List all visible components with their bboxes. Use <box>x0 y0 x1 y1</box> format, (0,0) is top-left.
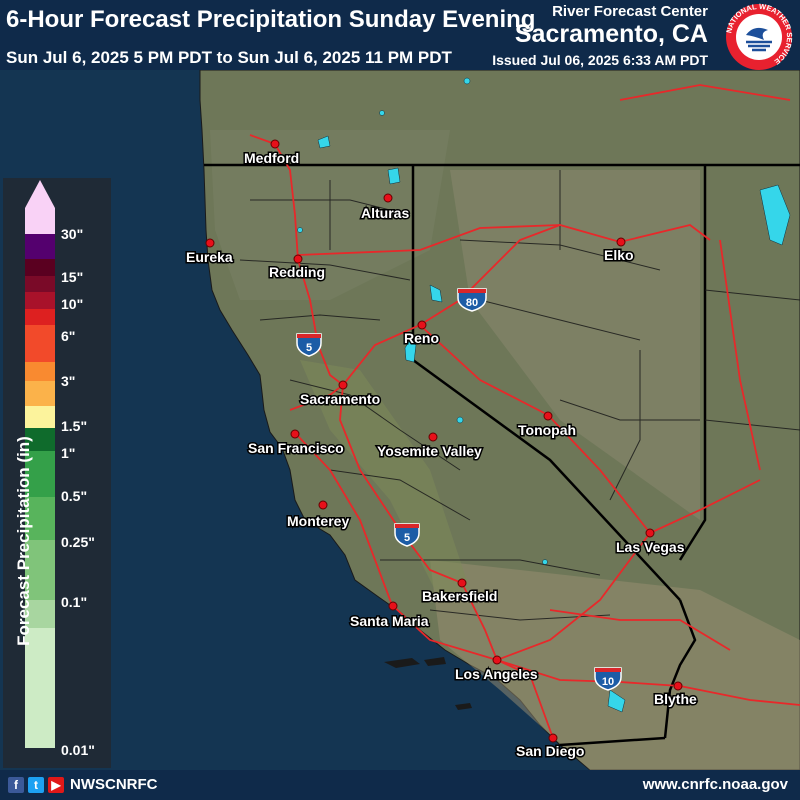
interstate-5-south-shield: 5 <box>394 523 420 547</box>
legend-swatch-red <box>25 309 55 325</box>
city-label-redding: Redding <box>269 264 325 280</box>
city-san-francisco[interactable]: San Francisco <box>247 429 345 458</box>
social-handle[interactable]: NWSCNRFC <box>70 776 158 793</box>
legend-swatch-orange-red <box>25 325 55 362</box>
land-nevada-shade <box>450 170 700 520</box>
city-medford[interactable]: Medford <box>243 139 301 168</box>
city-elko[interactable]: Elko <box>603 237 635 265</box>
city-label-san-francisco: San Francisco <box>248 440 344 456</box>
land-valley-shade <box>300 360 470 600</box>
city-reno[interactable]: Reno <box>403 320 441 348</box>
legend-swatch-dark-green <box>25 428 55 451</box>
city-label-alturas: Alturas <box>361 205 409 221</box>
legend-swatch-top-arrow <box>25 208 55 234</box>
legend-label: 30" <box>61 226 84 242</box>
legend-swatch-yellow <box>25 406 55 428</box>
facebook-icon[interactable]: f <box>8 777 24 793</box>
interstate-80-label: 80 <box>466 297 478 309</box>
city-alturas[interactable]: Alturas <box>360 193 411 223</box>
city-label-tonopah: Tonopah <box>518 422 576 438</box>
legend-swatch-pale-green <box>25 600 55 628</box>
rfc-office-name: Sacramento, CA <box>514 20 708 48</box>
city-label-blythe: Blythe <box>654 691 697 707</box>
nws-logo[interactable]: NATIONAL WEATHER SERVICE <box>724 2 794 72</box>
city-redding[interactable]: Redding <box>268 254 327 282</box>
legend-label: 0.01" <box>61 742 95 758</box>
city-sacramento[interactable]: Sacramento <box>299 380 382 409</box>
city-los-angeles[interactable]: Los Angeles <box>454 655 539 684</box>
legend-swatch-dark-maroon <box>25 259 55 276</box>
twitter-icon[interactable]: t <box>28 777 44 793</box>
legend-label: 6" <box>61 328 76 344</box>
city-blythe[interactable]: Blythe <box>653 681 699 709</box>
legend-swatch-mid-green <box>25 497 55 540</box>
city-label-bakersfield: Bakersfield <box>422 588 497 604</box>
legend-swatch-light-orange <box>25 381 55 406</box>
legend-swatch-violet <box>25 234 55 259</box>
legend-label: 0.1" <box>61 594 88 610</box>
city-las-vegas[interactable]: Las Vegas <box>615 528 686 557</box>
legend-swatch-palest-green <box>25 628 55 748</box>
legend-label: 0.5" <box>61 488 88 504</box>
channel-islands <box>384 657 472 710</box>
city-label-las-vegas: Las Vegas <box>616 539 685 555</box>
city-eureka[interactable]: Eureka <box>185 238 234 267</box>
interstate-5-south-label: 5 <box>404 532 410 544</box>
legend-label: 10" <box>61 296 84 312</box>
issued-timestamp: Issued Jul 06, 2025 6:33 AM PDT <box>492 52 708 68</box>
website-link[interactable]: www.cnrfc.noaa.gov <box>642 776 788 793</box>
interstate-shields: 5 80 5 10 <box>296 288 622 691</box>
city-yosemite-valley[interactable]: Yosemite Valley <box>376 432 484 461</box>
legend-label: 15" <box>61 269 84 285</box>
interstate-10-label: 10 <box>602 676 614 688</box>
youtube-icon[interactable]: ▶ <box>48 777 64 793</box>
city-label-los-angeles: Los Angeles <box>455 666 538 682</box>
interstate-10-shield: 10 <box>594 667 622 691</box>
legend-color-bar <box>25 180 55 748</box>
interstate-5-north-shield: 5 <box>296 333 322 357</box>
legend-label: 3" <box>61 373 76 389</box>
city-markers: Medford Alturas Eureka Redding Elko Reno… <box>185 139 699 761</box>
legend-swatch-light-green <box>25 540 55 600</box>
state-borders <box>204 163 800 747</box>
city-label-elko: Elko <box>604 247 634 263</box>
city-label-eureka: Eureka <box>186 249 233 265</box>
legend-swatch-green <box>25 451 55 497</box>
legend-panel: Forecast Precipitation (in) 30" 15" 10" 6" 3… <box>3 178 111 768</box>
county-lines <box>239 170 800 621</box>
legend-label: 1" <box>61 445 76 461</box>
rfc-label: River Forecast Center <box>552 3 708 20</box>
header-bar: 6-Hour Forecast Precipitation Sunday Eve… <box>0 0 800 70</box>
city-label-yosemite-valley: Yosemite Valley <box>377 443 482 459</box>
city-santa-maria[interactable]: Santa Maria <box>349 601 430 631</box>
city-tonopah[interactable]: Tonopah <box>517 411 578 440</box>
city-monterey[interactable]: Monterey <box>286 500 351 531</box>
city-label-santa-maria: Santa Maria <box>350 613 429 629</box>
city-san-diego[interactable]: San Diego <box>515 733 586 761</box>
city-bakersfield[interactable]: Bakersfield <box>421 578 499 606</box>
city-label-monterey: Monterey <box>287 513 349 529</box>
precipitation-map[interactable]: 5 80 5 10 Medford Alturas Eureka Redding… <box>0 70 800 770</box>
legend-swatch-crimson <box>25 292 55 309</box>
legend-swatch-orange <box>25 362 55 381</box>
legend-top-arrow <box>25 180 55 208</box>
map-title: 6-Hour Forecast Precipitation Sunday Eve… <box>6 6 536 33</box>
legend-label: 0.25" <box>61 534 95 550</box>
city-label-san-diego: San Diego <box>516 743 584 759</box>
legend-swatch-maroon <box>25 276 55 292</box>
lakes <box>297 77 791 713</box>
interstate-5-label: 5 <box>306 342 312 354</box>
legend-label: 1.5" <box>61 418 88 434</box>
interstate-80-shield: 80 <box>457 288 487 312</box>
valid-time-range: Sun Jul 6, 2025 5 PM PDT to Sun Jul 6, 2… <box>6 48 452 67</box>
city-label-reno: Reno <box>404 330 439 346</box>
legend-title: Forecast Precipitation (in) <box>14 436 33 646</box>
land-desert-shade <box>430 560 800 770</box>
footer-bar: f t ▶ NWSCNRFC www.cnrfc.noaa.gov <box>0 770 800 800</box>
city-label-sacramento: Sacramento <box>300 391 380 407</box>
city-label-medford: Medford <box>244 150 299 166</box>
